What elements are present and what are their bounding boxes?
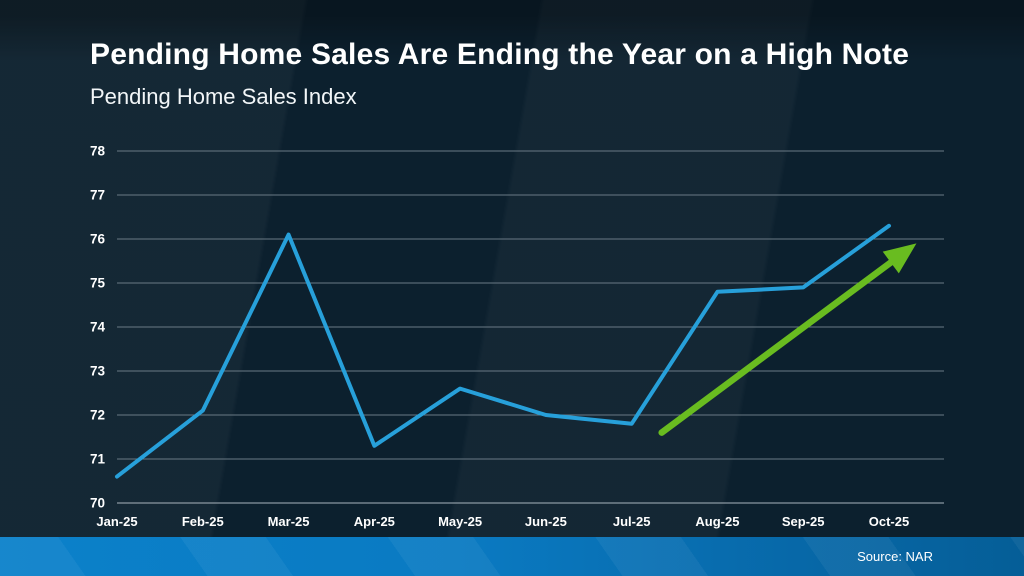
x-tick-label: Mar-25 [268,514,310,529]
y-tick-label: 78 [90,144,106,159]
y-tick-label: 72 [90,408,105,423]
chart-subtitle: Pending Home Sales Index [90,84,357,109]
y-tick-label: 76 [90,232,106,247]
x-tick-label: May-25 [438,514,482,529]
source-label: Source: NAR [857,549,933,564]
y-tick-label: 75 [90,276,106,291]
y-tick-label: 73 [90,364,106,379]
x-tick-label: Jul-25 [613,514,651,529]
trend-arrow-shaft [658,254,901,436]
x-tick-label: Apr-25 [354,514,395,529]
trend-arrow-head [882,243,917,274]
footer-bar: Source: NAR [0,537,1024,576]
x-tick-label: Jan-25 [96,514,137,529]
x-tick-label: Sep-25 [782,514,825,529]
x-tick-label: Feb-25 [182,514,224,529]
y-tick-label: 77 [90,188,105,203]
x-tick-label: Jun-25 [525,514,567,529]
y-tick-label: 70 [90,496,105,511]
y-tick-label: 74 [90,320,106,335]
y-tick-label: 71 [90,452,106,467]
data-line [115,223,891,479]
x-tick-label: Aug-25 [695,514,739,529]
x-tick-label: Oct-25 [869,514,909,529]
chart-title: Pending Home Sales Are Ending the Year o… [90,38,910,71]
